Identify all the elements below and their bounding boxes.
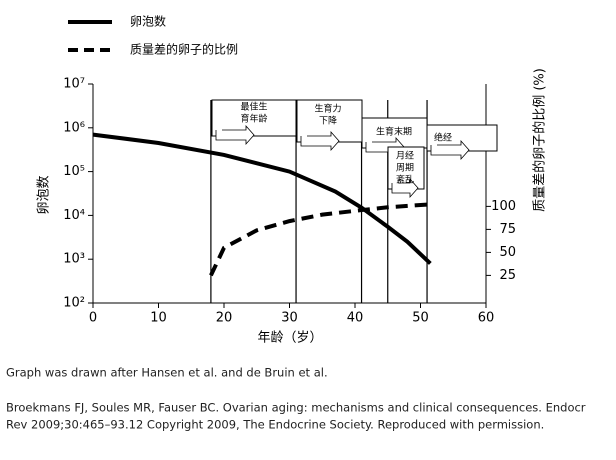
x-tick-label: 20 — [216, 311, 233, 326]
y-tick-label: 10⁴ — [63, 208, 85, 223]
y2-tick-label: 50 — [499, 245, 516, 260]
footnote: Rev 2009;30:465–93.12 Copyright 2009, Th… — [6, 418, 544, 432]
x-tick-label: 0 — [89, 311, 97, 326]
annotation-text: 生育力 — [314, 103, 341, 115]
series-line — [209, 202, 428, 277]
y2-tick-label: 100 — [491, 199, 516, 214]
x-axis-label: 年龄（岁） — [257, 331, 322, 346]
x-tick-label: 60 — [478, 311, 495, 326]
footnote: Graph was drawn after Hansen et al. and … — [6, 366, 328, 380]
annotation-text: 下降 — [319, 115, 337, 127]
y2-tick-label: 75 — [499, 222, 516, 237]
y2-tick-label: 25 — [499, 268, 516, 283]
legend-label: 质量差的卵子的比例 — [130, 42, 238, 57]
annotation-text: 紊乱 — [396, 174, 414, 186]
footnote: Broekmans FJ, Soules MR, Fauser BC. Ovar… — [6, 401, 586, 415]
x-tick-label: 10 — [150, 311, 167, 326]
annotation-arrow — [300, 130, 340, 152]
annotation-box — [211, 99, 297, 137]
y-tick-label: 10³ — [63, 252, 85, 267]
annotation-arrow — [391, 177, 419, 199]
annotation-text: 生育末期 — [376, 126, 412, 138]
annotation-box — [296, 99, 363, 143]
annotation-text: 月经 — [396, 150, 414, 162]
annotation-arrow — [215, 124, 255, 146]
y-axis-label: 卵泡数 — [37, 175, 52, 214]
series-line — [92, 132, 432, 265]
x-tick-label: 40 — [347, 311, 364, 326]
annotation-text: 最佳生 — [240, 101, 267, 113]
y-tick-label: 10² — [63, 296, 85, 311]
y-tick-label: 10⁷ — [63, 77, 85, 92]
y-tick-label: 10⁵ — [63, 164, 85, 179]
annotation-text: 育年龄 — [240, 113, 267, 125]
legend-label: 卵泡数 — [130, 14, 166, 29]
x-tick-label: 50 — [412, 311, 429, 326]
annotation-text: 周期 — [396, 163, 414, 174]
annotation-arrow — [430, 139, 470, 161]
annotation-text: 绝经 — [434, 132, 452, 144]
y2-axis-label: 质量差的卵子的比例 (%) — [532, 68, 548, 212]
x-tick-label: 30 — [281, 311, 298, 326]
y-tick-label: 10⁶ — [63, 120, 85, 135]
